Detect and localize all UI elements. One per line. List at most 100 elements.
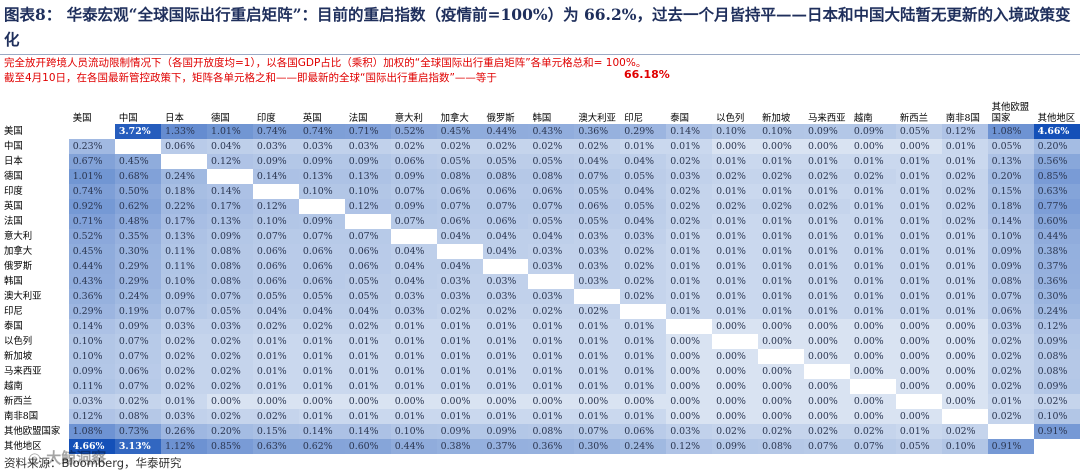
matrix-cell: 0.08%	[207, 274, 253, 289]
matrix-cell: 0.03%	[666, 424, 713, 439]
matrix-cell: 0.01%	[390, 349, 437, 364]
matrix-cell: 0.00%	[712, 394, 759, 409]
matrix-cell: 0.00%	[574, 394, 621, 409]
matrix-cell: 0.36%	[68, 289, 115, 304]
note-line-2: 截至4月10日，在各国最新管控政策下，矩阵各单元格之和——即最新的全球“国际出行…	[4, 72, 497, 84]
row-header: 其他欧盟国家	[4, 426, 61, 437]
matrix-cell: 0.45%	[436, 124, 483, 139]
matrix-cell: 0.05%	[207, 304, 253, 319]
matrix-cell: 0.02%	[849, 169, 896, 184]
matrix-cell: 4.66%	[68, 439, 115, 454]
matrix-cell: 0.06%	[344, 244, 391, 259]
matrix-cell: 0.00%	[941, 349, 988, 364]
matrix-cell: 0.01%	[666, 259, 713, 274]
matrix-cell: 0.01%	[849, 214, 896, 229]
matrix-cell: 0.00%	[941, 334, 988, 349]
source-note: 资料来源：Bloomberg，华泰研究	[4, 456, 182, 470]
matrix-cell: 0.06%	[528, 184, 575, 199]
matrix-cell: 0.38%	[1033, 244, 1080, 259]
matrix-cell: 0.02%	[207, 379, 253, 394]
matrix-cell: 0.00%	[895, 349, 942, 364]
matrix-cell: 0.03%	[528, 259, 575, 274]
matrix-cell: 0.74%	[68, 184, 115, 199]
matrix-cell: 0.44%	[1033, 229, 1080, 244]
matrix-cell: 0.01%	[895, 154, 942, 169]
matrix-cell: 0.10%	[987, 229, 1034, 244]
matrix-cell: 0.01%	[849, 289, 896, 304]
table-row: 法国 0.71% 0.48% 0.17% 0.13% 0.10% 0.09% 0.07% 0.0…	[2, 214, 1080, 229]
matrix-cell: 0.04%	[390, 259, 437, 274]
matrix-cell: 0.09%	[207, 229, 253, 244]
matrix-cell: 0.02%	[207, 409, 253, 424]
matrix-cell: 0.09%	[987, 244, 1034, 259]
matrix-cell: 0.00%	[758, 394, 804, 409]
matrix-cell	[849, 379, 896, 394]
matrix-cell: 0.00%	[528, 394, 575, 409]
table-row: 俄罗斯 0.44% 0.29% 0.11% 0.08% 0.06% 0.06% 0.06% 0.…	[2, 259, 1080, 274]
matrix-cell: 0.12%	[344, 199, 391, 214]
matrix-cell: 0.08%	[207, 259, 253, 274]
matrix-cell: 0.00%	[941, 319, 988, 334]
matrix-cell: 0.01%	[712, 244, 759, 259]
matrix-cell	[574, 289, 621, 304]
matrix-cell: 0.01%	[252, 349, 299, 364]
matrix-cell: 0.01%	[436, 364, 483, 379]
matrix-cell: 0.00%	[895, 319, 942, 334]
matrix-cell: 0.02%	[987, 364, 1034, 379]
matrix-cell: 0.10%	[712, 124, 759, 139]
matrix-cell: 0.01%	[895, 199, 942, 214]
matrix-cell: 0.14%	[298, 424, 345, 439]
matrix-cell: 0.10%	[252, 214, 299, 229]
matrix-cell: 0.00%	[344, 394, 391, 409]
matrix-cell: 0.00%	[849, 349, 896, 364]
matrix-cell	[528, 274, 575, 289]
matrix-cell: 0.05%	[344, 274, 391, 289]
column-header: 其他地区	[1037, 113, 1076, 124]
matrix-cell: 0.56%	[1033, 154, 1080, 169]
matrix-cell: 0.01%	[298, 349, 345, 364]
matrix-cell	[620, 304, 667, 319]
matrix-cell	[207, 169, 253, 184]
figure-title: 图表8： 华泰宏观“全球国际出行重启矩阵”：目前的重启指数（疫情前=100%）为…	[4, 5, 1071, 49]
matrix-cell: 0.00%	[849, 319, 896, 334]
matrix-cell: 0.74%	[252, 124, 299, 139]
matrix-cell: 0.85%	[1033, 169, 1080, 184]
table-row: 意大利 0.52% 0.35% 0.13% 0.09% 0.07% 0.07% 0.07% 0.…	[2, 229, 1080, 244]
matrix-cell: 0.01%	[574, 349, 621, 364]
matrix-cell: 0.35%	[114, 229, 162, 244]
matrix-cell: 0.29%	[620, 124, 667, 139]
matrix-cell: 0.01%	[803, 229, 850, 244]
matrix-cell: 0.10%	[68, 334, 115, 349]
matrix-cell: 0.01%	[895, 229, 942, 244]
matrix-cell: 1.08%	[68, 424, 115, 439]
matrix-cell: 0.01%	[712, 259, 759, 274]
matrix-cell: 0.00%	[941, 364, 988, 379]
matrix-cell: 0.12%	[252, 199, 299, 214]
table-row: 以色列 0.10% 0.07% 0.02% 0.02% 0.01% 0.01% 0.01% 0.…	[2, 334, 1080, 349]
matrix-cell: 0.85%	[207, 439, 253, 454]
matrix-cell: 0.01%	[298, 364, 345, 379]
matrix-cell: 0.01%	[482, 364, 529, 379]
matrix-cell: 1.01%	[207, 124, 253, 139]
matrix-cell: 0.09%	[482, 424, 529, 439]
matrix-cell: 0.01%	[895, 304, 942, 319]
matrix-cell: 0.02%	[803, 199, 850, 214]
matrix-cell: 0.09%	[390, 169, 437, 184]
matrix-cell: 0.00%	[849, 364, 896, 379]
matrix-cell: 0.05%	[895, 124, 942, 139]
matrix-cell: 0.18%	[161, 184, 207, 199]
matrix-cell: 0.00%	[252, 394, 299, 409]
matrix-cell: 0.48%	[114, 214, 162, 229]
matrix-cell: 0.01%	[849, 304, 896, 319]
matrix-cell: 0.08%	[758, 439, 804, 454]
matrix-cell: 0.01%	[895, 184, 942, 199]
matrix-cell: 0.03%	[482, 274, 529, 289]
matrix-cell: 0.10%	[390, 424, 437, 439]
matrix-cell: 0.03%	[987, 319, 1034, 334]
matrix-cell: 0.02%	[252, 319, 299, 334]
matrix-cell: 0.01%	[849, 184, 896, 199]
column-header: 俄罗斯	[486, 113, 515, 124]
matrix-cell	[941, 409, 988, 424]
matrix-cell: 0.00%	[803, 349, 850, 364]
matrix-cell: 0.01%	[758, 184, 804, 199]
